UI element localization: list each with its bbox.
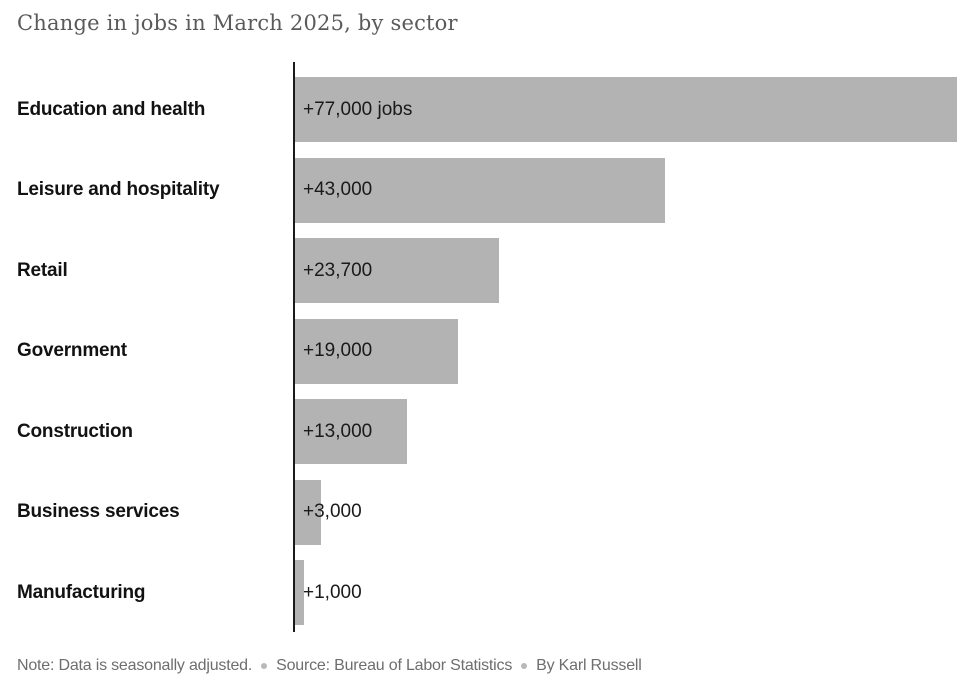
- value-label: +43,000: [303, 179, 373, 200]
- separator-dot: [521, 663, 528, 669]
- source-text: Source: Bureau of Labor Statistics: [276, 657, 513, 674]
- byline-text: By Karl Russell: [536, 657, 642, 674]
- bar-area: +13,000: [295, 399, 957, 464]
- bar-area: +77,000 jobs: [295, 77, 957, 142]
- category-label: Education and health: [17, 98, 206, 120]
- value-label: +13,000: [303, 420, 373, 442]
- chart-row: Education and health +77,000 jobs: [0, 77, 965, 142]
- chart-row: Leisure and hospitality +43,000: [0, 157, 965, 223]
- bar-area: +3,000: [295, 479, 957, 545]
- value-label: +1,000: [303, 581, 362, 603]
- separator-dot: [261, 663, 268, 669]
- chart-footer: Note: Data is seasonally adjusted. Sourc…: [17, 657, 642, 675]
- bar: [295, 318, 459, 384]
- chart-rows: Education and health +77,000 jobs Leisure …: [0, 77, 965, 625]
- note-text: Note: Data is seasonally adjusted.: [17, 657, 253, 674]
- chart-row: Business services +3,000: [0, 479, 965, 545]
- chart-title: Change in jobs in March 2025, by sector: [17, 11, 458, 35]
- bar: [295, 77, 957, 142]
- bar-area: +23,700: [295, 238, 957, 303]
- category-label: Leisure and hospitality: [17, 179, 220, 200]
- bar: [295, 399, 407, 464]
- value-label: +23,700: [303, 259, 373, 281]
- bar-area: +19,000: [295, 318, 957, 384]
- category-label: Retail: [17, 259, 68, 281]
- chart-row: Government +19,000: [0, 318, 965, 384]
- bar: [295, 560, 304, 625]
- category-label: Construction: [17, 420, 133, 442]
- y-axis-line: [293, 62, 295, 632]
- category-label: Government: [17, 340, 127, 361]
- value-label: +3,000: [303, 501, 362, 522]
- category-label: Manufacturing: [17, 581, 146, 603]
- bar: [295, 479, 321, 545]
- chart-row: Construction +13,000: [0, 399, 965, 464]
- category-label: Business services: [17, 501, 180, 522]
- bar: [295, 157, 665, 223]
- bar: [295, 238, 499, 303]
- bar-area: +43,000: [295, 157, 957, 223]
- bar-area: +1,000: [295, 560, 957, 625]
- value-label: +19,000: [303, 340, 373, 361]
- value-label: +77,000 jobs: [303, 98, 413, 120]
- chart-row: Retail +23,700: [0, 238, 965, 303]
- chart-row: Manufacturing +1,000: [0, 560, 965, 625]
